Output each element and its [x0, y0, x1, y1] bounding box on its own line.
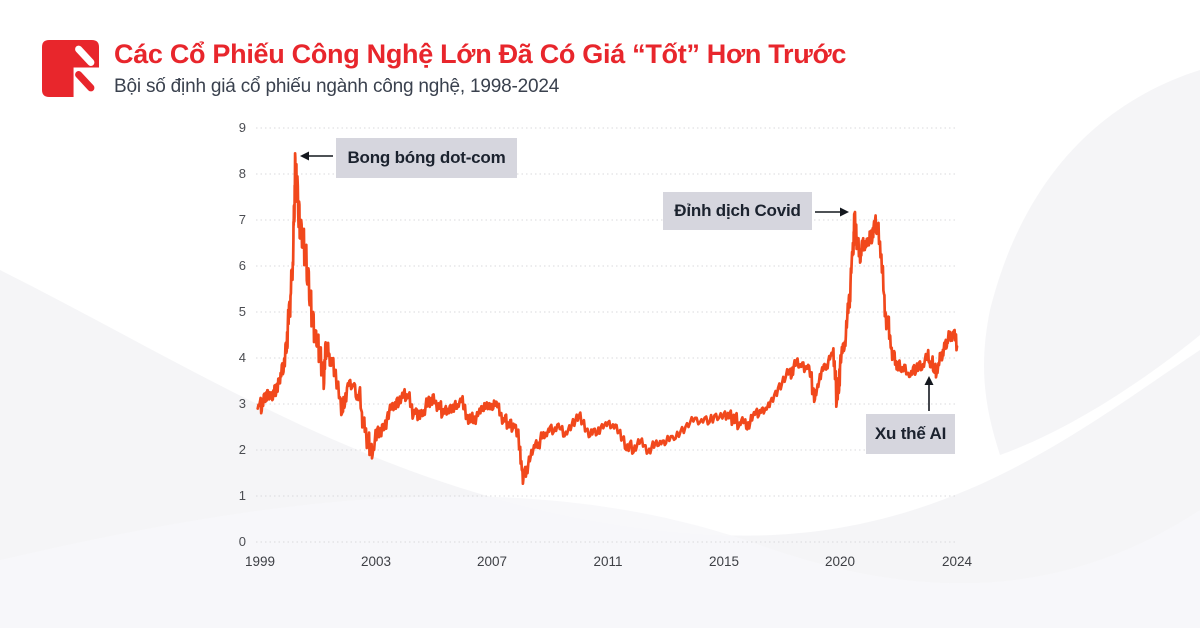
y-axis-tick-label: 9 — [238, 120, 246, 135]
y-axis-tick-label: 3 — [238, 396, 246, 411]
y-axis-tick-label: 2 — [238, 442, 246, 457]
y-axis-tick-label: 7 — [238, 212, 246, 227]
page-title: Các Cổ Phiếu Công Nghệ Lớn Đã Có Giá “Tố… — [114, 39, 847, 69]
x-axis-tick-label: 2024 — [941, 554, 973, 569]
annotation-ai-trend: Xu thế AI — [866, 414, 955, 454]
y-axis-tick-label: 4 — [238, 350, 246, 365]
page-subtitle: Bội số định giá cổ phiếu ngành công nghệ… — [114, 75, 560, 97]
annotation-dotcom-bubble: Bong bóng dot-com — [336, 138, 517, 178]
y-axis-tick-label: 1 — [238, 488, 246, 503]
x-axis-tick-label: 2020 — [824, 554, 856, 569]
x-axis-tick-label: 2007 — [476, 554, 508, 569]
y-axis-tick-label: 6 — [238, 258, 246, 273]
y-axis-tick-label: 5 — [238, 304, 246, 319]
annotation-covid-peak: Đỉnh dịch Covid — [663, 192, 812, 230]
brand-logo-icon — [42, 40, 99, 97]
x-axis-tick-label: 2003 — [360, 554, 392, 569]
x-axis-tick-label: 2011 — [593, 554, 623, 569]
header: Các Cổ Phiếu Công Nghệ Lớn Đã Có Giá “Tố… — [42, 39, 847, 98]
y-axis-tick-label: 8 — [238, 166, 246, 181]
x-axis-tick-label: 2015 — [708, 554, 740, 569]
header-titles: Các Cổ Phiếu Công Nghệ Lớn Đã Có Giá “Tố… — [114, 39, 847, 98]
y-axis-tick-label: 0 — [238, 534, 246, 549]
x-axis-tick-label: 1999 — [244, 554, 276, 569]
